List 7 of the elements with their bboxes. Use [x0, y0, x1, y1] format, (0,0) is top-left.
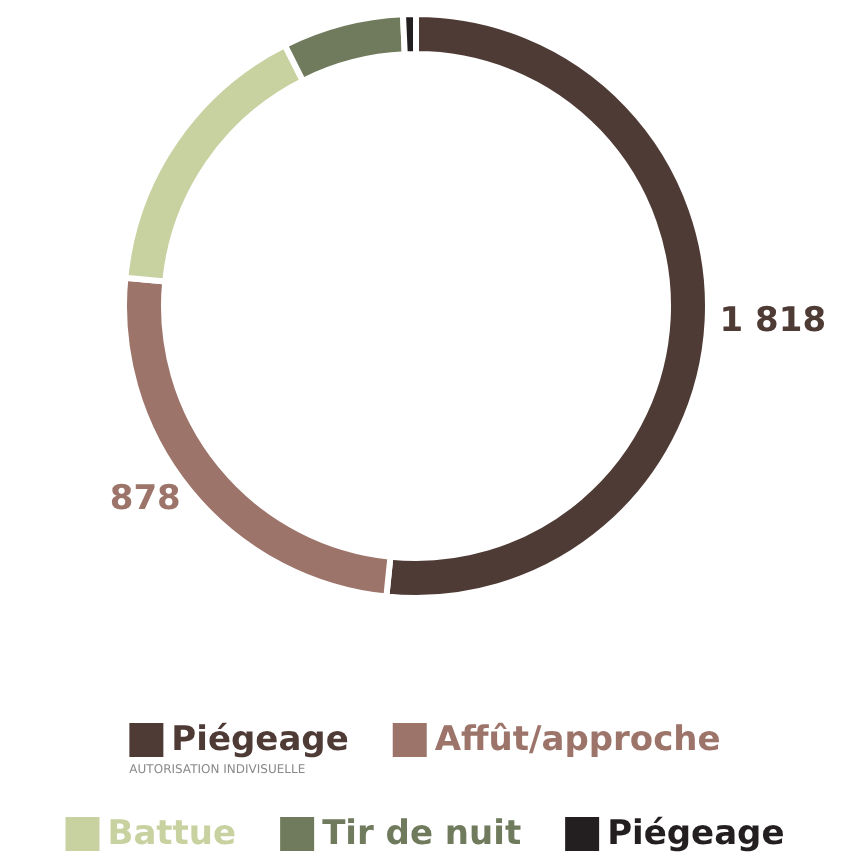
legend-label: Tir de nuit — [322, 814, 522, 854]
legend-label: Battue — [107, 814, 237, 854]
legend-label: Piégeage — [607, 814, 785, 854]
legend-label: Affût/approche — [434, 720, 721, 760]
data-label: 878 — [109, 478, 181, 519]
legend-label: Piégeage — [171, 720, 349, 760]
data-label: 1 818 — [719, 301, 827, 342]
